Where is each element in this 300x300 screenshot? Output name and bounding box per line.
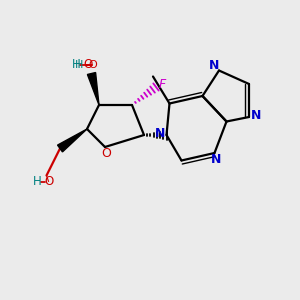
Text: F: F xyxy=(159,78,166,91)
Text: N: N xyxy=(209,58,220,72)
Polygon shape xyxy=(87,73,99,105)
Text: H: H xyxy=(72,58,81,71)
Text: H: H xyxy=(33,175,42,188)
Text: N: N xyxy=(211,153,221,166)
Text: O: O xyxy=(88,60,98,70)
Text: H: H xyxy=(75,60,83,70)
Text: N: N xyxy=(250,109,261,122)
Polygon shape xyxy=(58,129,87,152)
Text: O: O xyxy=(44,175,53,188)
Text: O: O xyxy=(84,58,93,71)
Text: N: N xyxy=(155,127,165,140)
Text: O: O xyxy=(102,147,111,160)
